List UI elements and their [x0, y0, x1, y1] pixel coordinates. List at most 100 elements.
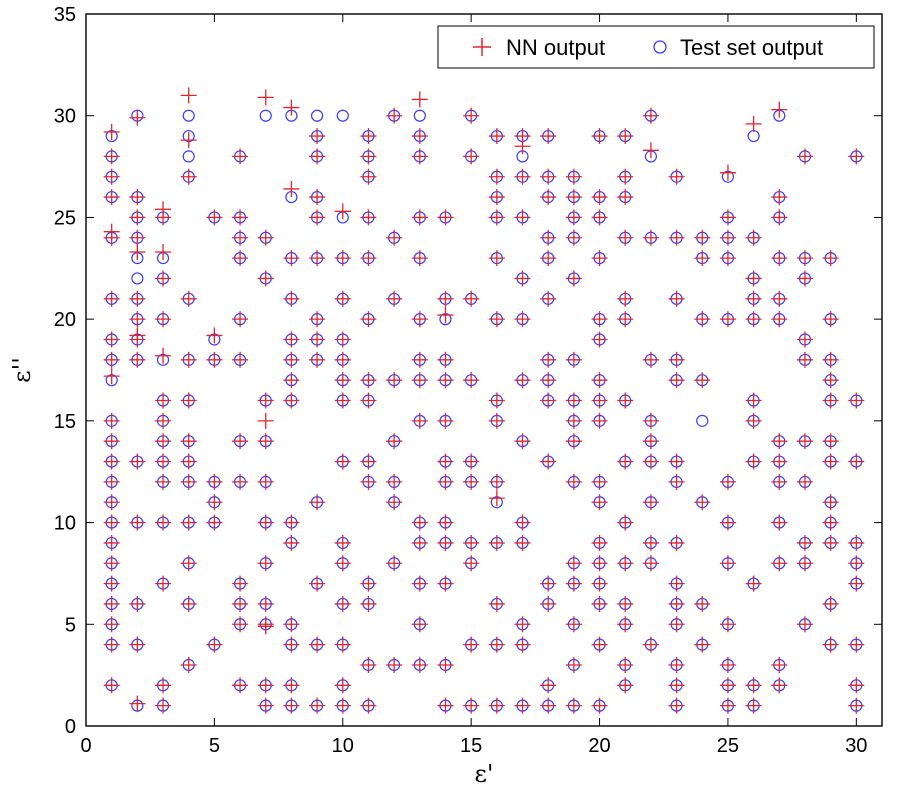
nn-output-point: [848, 453, 865, 470]
nn-output-point: [463, 473, 480, 490]
nn-output-point: [565, 270, 582, 287]
nn-output-point: [514, 372, 531, 389]
nn-output-point: [488, 595, 505, 612]
nn-output-point: [771, 656, 788, 673]
nn-output-point: [514, 534, 531, 551]
nn-output-point: [719, 164, 736, 181]
y-tick-label: 0: [65, 716, 76, 738]
nn-output-point: [257, 618, 274, 635]
y-tick-label: 15: [54, 411, 76, 433]
nn-output-point: [745, 575, 762, 592]
nn-output-point: [180, 87, 197, 104]
nn-output-point: [386, 433, 403, 450]
nn-output-point: [822, 311, 839, 328]
nn-output-point: [360, 575, 377, 592]
nn-output-point: [103, 595, 120, 612]
nn-output-point: [411, 372, 428, 389]
x-tick-label: 5: [209, 735, 220, 757]
x-tick-label: 20: [588, 735, 610, 757]
nn-output-point: [848, 575, 865, 592]
nn-output-point: [719, 229, 736, 246]
nn-output-point: [488, 412, 505, 429]
nn-output-point: [334, 595, 351, 612]
nn-output-point: [668, 677, 685, 694]
nn-output-point: [617, 595, 634, 612]
nn-output-point: [103, 433, 120, 450]
nn-output-point: [155, 473, 172, 490]
nn-output-point: [180, 290, 197, 307]
nn-output-point: [514, 616, 531, 633]
nn-output-point: [360, 453, 377, 470]
nn-output-point: [334, 534, 351, 551]
nn-output-point: [822, 595, 839, 612]
nn-output-point: [155, 392, 172, 409]
nn-output-point: [155, 270, 172, 287]
nn-output-point: [565, 392, 582, 409]
nn-output-point: [565, 697, 582, 714]
nn-output-point: [129, 109, 146, 126]
nn-output-point: [591, 555, 608, 572]
nn-output-point: [283, 290, 300, 307]
nn-output-point: [360, 311, 377, 328]
nn-output-point: [334, 250, 351, 267]
nn-output-point: [796, 555, 813, 572]
nn-output-point: [283, 616, 300, 633]
test-set-point: [182, 150, 195, 163]
nn-output-point: [488, 250, 505, 267]
nn-output-point: [488, 697, 505, 714]
nn-output-point: [617, 189, 634, 206]
nn-output-point: [232, 311, 249, 328]
nn-output-point: [257, 514, 274, 531]
nn-output-point: [745, 270, 762, 287]
nn-output-point: [334, 392, 351, 409]
nn-output-point: [309, 351, 326, 368]
nn-output-point: [694, 494, 711, 511]
nn-output-point: [565, 575, 582, 592]
nn-output-point: [411, 575, 428, 592]
nn-output-point: [180, 656, 197, 673]
nn-output-point: [488, 189, 505, 206]
nn-output-point: [232, 433, 249, 450]
nn-output-point: [488, 128, 505, 145]
nn-output-point: [334, 203, 351, 220]
nn-output-point: [437, 473, 454, 490]
nn-output-point: [257, 677, 274, 694]
nn-output-point: [796, 331, 813, 348]
nn-output-point: [283, 180, 300, 197]
nn-output-point: [309, 209, 326, 226]
nn-output-point: [591, 372, 608, 389]
nn-output-point: [155, 433, 172, 450]
nn-output-point: [309, 250, 326, 267]
nn-output-point: [771, 290, 788, 307]
nn-output-point: [334, 290, 351, 307]
nn-output-point: [642, 555, 659, 572]
nn-output-point: [565, 616, 582, 633]
nn-output-point: [565, 351, 582, 368]
nn-output-point: [283, 99, 300, 116]
nn-output-point: [334, 636, 351, 653]
nn-output-point: [488, 473, 505, 490]
y-tick-label: 25: [54, 207, 76, 229]
nn-output-point: [565, 412, 582, 429]
nn-output-point: [103, 189, 120, 206]
nn-output-point: [206, 473, 223, 490]
nn-output-point: [540, 575, 557, 592]
nn-output-point: [129, 311, 146, 328]
nn-output-point: [822, 494, 839, 511]
nn-output-point: [771, 209, 788, 226]
nn-output-point: [386, 555, 403, 572]
x-tick-label: 30: [845, 735, 867, 757]
nn-output-point: [694, 372, 711, 389]
nn-output-point: [129, 595, 146, 612]
nn-output-point: [360, 209, 377, 226]
nn-output-point: [129, 695, 146, 712]
nn-output-point: [103, 677, 120, 694]
nn-output-point: [668, 372, 685, 389]
nn-output-point: [155, 697, 172, 714]
nn-output-point: [129, 331, 146, 348]
nn-output-point: [540, 128, 557, 145]
nn-output-point: [180, 132, 197, 149]
nn-output-point: [103, 290, 120, 307]
nn-output-point: [334, 351, 351, 368]
nn-output-point: [540, 189, 557, 206]
